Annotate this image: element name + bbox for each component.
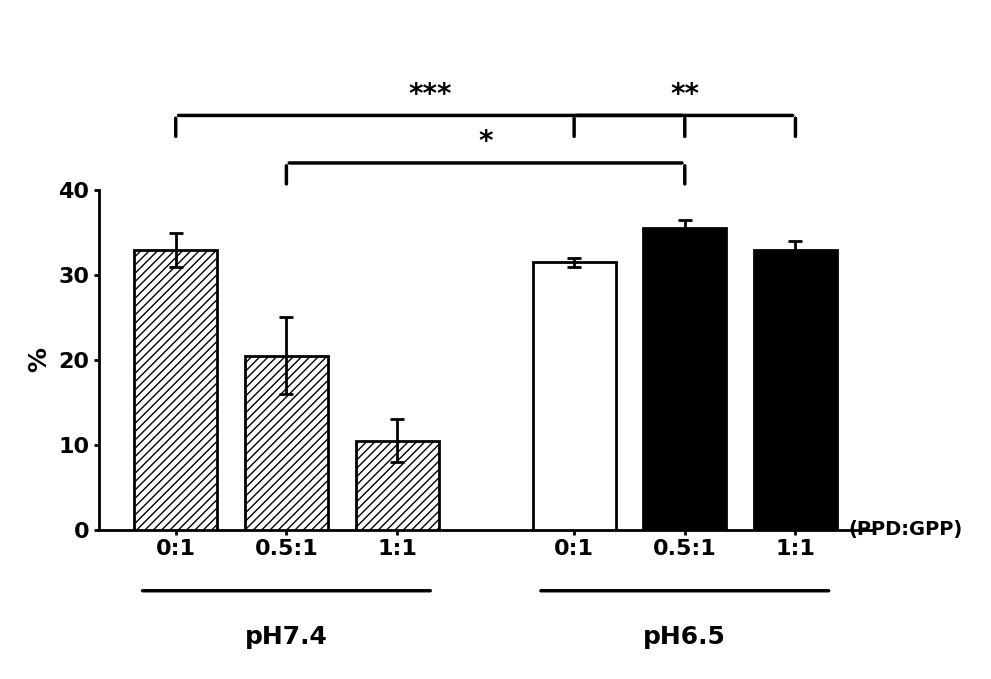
Text: pH6.5: pH6.5	[643, 625, 726, 648]
Text: (PPD:GPP): (PPD:GPP)	[848, 520, 962, 539]
Text: ***: ***	[408, 81, 452, 109]
Bar	[356, 441, 439, 530]
Bar	[643, 228, 726, 530]
Bar	[245, 356, 328, 530]
Text: pH7.4: pH7.4	[245, 625, 328, 648]
Text: **: **	[670, 81, 700, 109]
Y-axis label: %: %	[28, 348, 52, 372]
Text: *: *	[479, 128, 493, 156]
Bar	[532, 262, 615, 530]
Bar	[134, 249, 217, 530]
Bar	[754, 249, 837, 530]
